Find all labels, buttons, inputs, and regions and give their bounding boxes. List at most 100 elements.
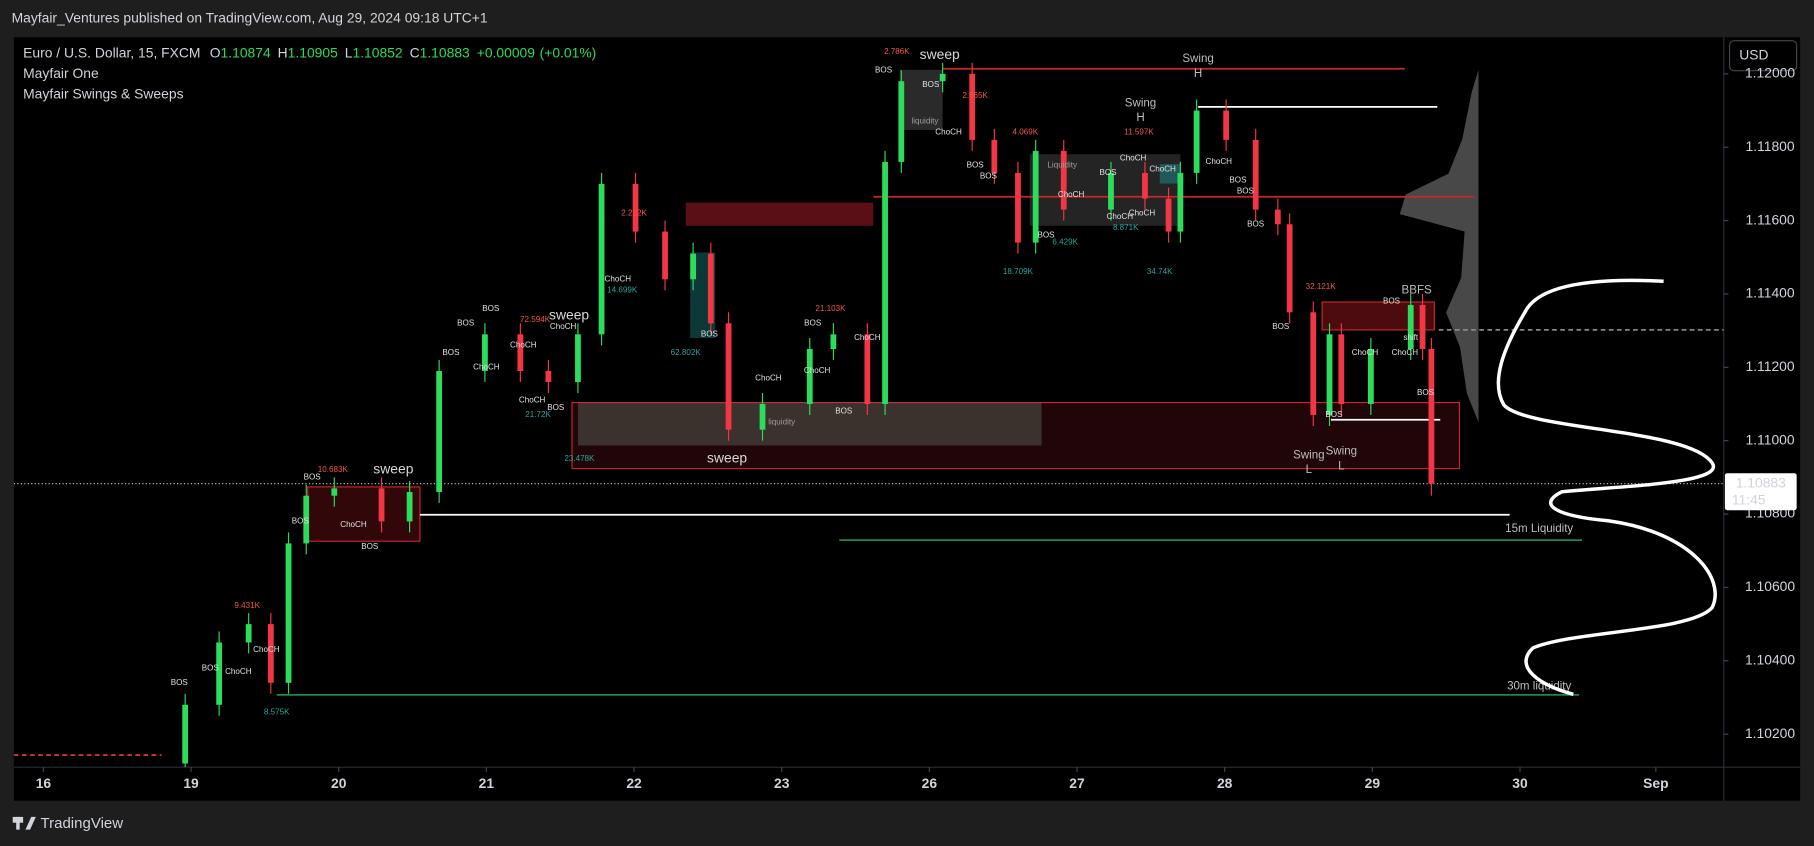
candle-body (690, 253, 697, 280)
annotation: BOS (875, 65, 893, 74)
candle-body (1310, 312, 1317, 416)
annotation: 21.103K (815, 304, 846, 313)
annotation: BOS (292, 517, 310, 526)
ohlc-value: 1.10874 (221, 44, 271, 60)
candle-body (545, 370, 552, 383)
annotation: ChoCH (253, 645, 280, 654)
currency[interactable]: USD (1739, 46, 1768, 62)
annotation: BOS (482, 304, 500, 313)
symbol-legend: Euro / U.S. Dollar, 15, FXCM O1.10874 H1.1… (23, 44, 596, 60)
y-tick-label: 1.11800 (1745, 138, 1794, 154)
annotation: BOS (835, 406, 853, 415)
price-axis (1723, 37, 1801, 801)
annotation: ChoCH (1120, 153, 1147, 162)
plot: sweep sweep sweep sweep Swing H Swing H Swing L Sw… (13, 46, 1724, 768)
annotation: BOS (1247, 219, 1265, 228)
candle-body (598, 183, 605, 335)
annotation: 21.72K (525, 410, 551, 419)
candle-body (725, 323, 732, 430)
candle-body (1407, 304, 1414, 349)
volume-profile (1399, 69, 1479, 423)
annotation: Swing (1326, 446, 1357, 458)
annotation: ChoCH (1392, 348, 1419, 357)
annotation: sweep (920, 46, 960, 62)
countdown: 11:45 (1732, 492, 1766, 508)
ohlc-value: 1.10905 (288, 44, 338, 60)
candle-body (1428, 348, 1435, 484)
ohlc-label: O (210, 44, 221, 60)
y-tick-label: 1.11600 (1745, 211, 1794, 227)
annotation: ChoCH (550, 322, 577, 331)
annotation: 2.232K (621, 208, 647, 217)
x-tick-label: 28 (1217, 775, 1233, 791)
annotation: ChoCH (473, 362, 500, 371)
annotation: ChoCH (854, 333, 881, 342)
zone (1029, 154, 1181, 226)
y-tick-label: 1.11400 (1745, 285, 1794, 301)
candle-body (1193, 110, 1200, 173)
y-tick-label: 1.10200 (1745, 725, 1795, 741)
annotation: BOS (547, 403, 565, 412)
currency-button[interactable] (1728, 40, 1798, 72)
y-tick-label: 1.11200 (1745, 358, 1794, 374)
candle-body (632, 183, 639, 232)
annotation: ChoCH (225, 667, 252, 676)
annotation: BOS (1237, 186, 1255, 195)
annotation: ChoCH (1352, 348, 1379, 357)
candle-body (267, 624, 274, 683)
annotation: sweep (549, 307, 589, 323)
ohlc: O1.10874 H1.10905 L1.10852 C1.10883 +0.00009… (210, 44, 597, 60)
annotation: Swing (1293, 449, 1324, 461)
x-tick-label: 20 (331, 775, 347, 791)
candle-body (575, 334, 581, 383)
x-tick-label: 27 (1069, 775, 1085, 791)
y-tick-label: 1.12000 (1745, 65, 1795, 81)
candle-body (245, 624, 252, 643)
annotation: Swing (1182, 53, 1213, 65)
annotation: BOS (442, 348, 460, 357)
candle-body (331, 488, 338, 496)
annotation: 10.683K (318, 465, 349, 474)
candle-body (216, 642, 223, 705)
annotation: ChoCH (1058, 190, 1085, 199)
annotation: H (1194, 68, 1202, 80)
zone (1321, 301, 1435, 331)
candle-body (517, 334, 524, 371)
annotation: ChoCH (519, 395, 546, 404)
x-tick-label: 26 (922, 775, 938, 791)
annotation: sweep (707, 450, 747, 466)
annotation: 15m Liquidity (1505, 523, 1573, 535)
candle-body (182, 704, 189, 764)
annotation: ChoCH (804, 366, 831, 375)
ohlc-label: C (410, 44, 420, 60)
candle-body (707, 253, 714, 324)
candle-body (1367, 348, 1374, 405)
candle-body (1060, 150, 1067, 210)
change: +0.00009 (477, 44, 536, 60)
logo (25, 816, 36, 830)
candle-body (482, 334, 488, 371)
candle-body (1286, 224, 1293, 313)
annotation: 72.594K (520, 315, 551, 324)
annotation: liquidity (768, 417, 796, 426)
annotation: ChoCH (1107, 212, 1134, 221)
candle-body (864, 334, 871, 405)
annotation: ChoCH (510, 340, 537, 349)
candle-body (882, 161, 888, 405)
ohlc-value: 1.10883 (420, 44, 470, 60)
candle-body (285, 543, 292, 683)
annotation: BOS (804, 318, 822, 327)
annotation: BOS (1272, 322, 1290, 331)
annotation: BOS (304, 473, 322, 482)
x-tick-label: 21 (479, 775, 495, 791)
annotation: ChoCH (1206, 157, 1233, 166)
zone (307, 486, 421, 542)
annotation: 4.069K (1013, 128, 1039, 137)
annotation: 6.429K (1052, 238, 1078, 247)
x-tick-label: Sep (1643, 775, 1668, 791)
ohlc-label: H (278, 44, 288, 60)
candle-body (969, 73, 976, 140)
annotation: BOS (701, 329, 719, 338)
candle-body (898, 81, 905, 162)
publisher: Mayfair_Ventures published on TradingVie… (12, 9, 488, 25)
